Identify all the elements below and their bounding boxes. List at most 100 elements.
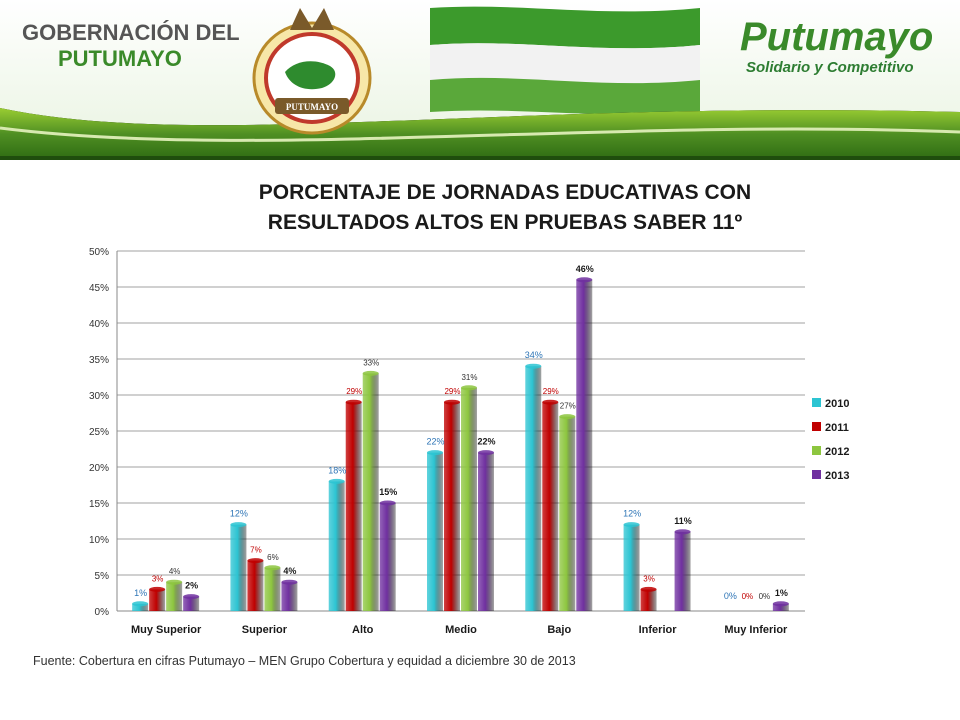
source-note: Fuente: Cobertura en cifras Putumayo – M… — [33, 654, 576, 668]
legend-label: 2012 — [825, 446, 849, 458]
legend-label: 2011 — [825, 422, 849, 434]
y-tick-label: 50% — [89, 247, 109, 258]
data-label: 34% — [525, 350, 543, 360]
flag-graphic — [430, 6, 700, 115]
x-tick-label: Bajo — [547, 624, 571, 636]
data-label: 1% — [134, 588, 147, 598]
y-tick-label: 15% — [89, 499, 109, 510]
bar-cap-2012 — [264, 565, 281, 571]
gov-line2: PUTUMAYO — [58, 46, 182, 71]
bar-2010 — [132, 603, 149, 611]
bar-2011 — [640, 589, 657, 611]
legend-label: 2010 — [825, 398, 849, 410]
data-label: 0% — [759, 592, 771, 601]
chart-title-line2: RESULTADOS ALTOS EN PRUEBAS SABER 11º — [267, 211, 743, 234]
data-label: 29% — [346, 387, 362, 396]
bar-2011 — [149, 589, 166, 611]
bar-cap-2010 — [230, 522, 247, 528]
bar-2010 — [427, 452, 443, 611]
y-tick-label: 30% — [89, 391, 109, 402]
y-tick-label: 0% — [95, 607, 110, 618]
y-tick-label: 35% — [89, 355, 109, 366]
bar-cap-2011 — [247, 558, 264, 564]
legend-label: 2013 — [825, 470, 849, 482]
bar-cap-2012 — [362, 370, 379, 376]
data-label: 46% — [576, 264, 594, 274]
bar-2012 — [461, 387, 477, 611]
data-label: 2% — [185, 581, 198, 591]
bar-2011 — [247, 560, 264, 611]
y-tick-label: 5% — [95, 571, 110, 582]
bar-2010 — [623, 524, 640, 611]
chart-title: PORCENTAJE DE JORNADAS EDUCATIVAS CON RE… — [100, 178, 910, 238]
legend-swatch-2012 — [812, 446, 821, 455]
y-tick-label: 10% — [89, 535, 109, 546]
x-tick-label: Medio — [445, 624, 477, 636]
bar-cap-2010 — [525, 363, 542, 369]
bar-cap-2013 — [281, 579, 298, 585]
data-label: 12% — [623, 509, 641, 519]
y-tick-label: 25% — [89, 427, 109, 438]
bar-cap-2013 — [674, 529, 691, 535]
data-label: 31% — [461, 373, 477, 382]
legend: 2010 2011 2012 2013 — [812, 398, 849, 482]
bar-2011 — [345, 402, 362, 611]
bar-2012 — [264, 567, 281, 611]
data-label: 27% — [560, 402, 576, 411]
bar-2013 — [183, 596, 200, 611]
bar-2011 — [542, 402, 559, 611]
data-label: 1% — [775, 588, 788, 598]
x-tick-label: Superior — [242, 624, 288, 636]
data-label: 33% — [363, 358, 379, 367]
bar-2013 — [576, 279, 593, 611]
bar-cap-2010 — [328, 478, 345, 484]
bars — [132, 277, 789, 611]
data-label: 22% — [477, 437, 495, 447]
data-label: 18% — [328, 465, 346, 475]
bar-cap-2011 — [345, 399, 362, 405]
bar-2011 — [444, 402, 460, 611]
data-label: 4% — [169, 567, 181, 576]
data-label: 3% — [152, 574, 164, 583]
y-tick-label: 40% — [89, 319, 109, 330]
crest-emblem: PUTUMAYO — [252, 8, 372, 135]
bar-2013 — [379, 503, 396, 611]
page-header-banner: GOBERNACIÓN DEL PUTUMAYO PUTUMAYO Putuma… — [0, 0, 960, 160]
bar-cap-2013 — [183, 594, 200, 600]
data-label: 0% — [724, 591, 737, 601]
bar-cap-2012 — [461, 385, 477, 391]
data-label: 3% — [643, 574, 655, 583]
bar-cap-2011 — [444, 399, 460, 405]
bar-2010 — [328, 481, 345, 611]
x-tick-label: Alto — [352, 624, 374, 636]
bar-cap-2011 — [149, 586, 166, 592]
bar-2010 — [230, 524, 247, 611]
bar-2012 — [559, 416, 576, 611]
bar-2013 — [674, 531, 691, 611]
bar-cap-2013 — [478, 450, 494, 456]
bar-2010 — [525, 366, 542, 611]
data-label: 0% — [742, 592, 754, 601]
bar-cap-2010 — [427, 450, 443, 456]
bar-cap-2012 — [166, 579, 183, 585]
data-label: 4% — [283, 566, 296, 576]
data-label: 22% — [426, 437, 444, 447]
bar-2012 — [362, 373, 379, 611]
bar-cap-2011 — [640, 586, 657, 592]
bar-2013 — [281, 582, 298, 611]
bar-cap-2011 — [542, 399, 559, 405]
chart-title-line1: PORCENTAJE DE JORNADAS EDUCATIVAS CON — [258, 181, 752, 204]
brand-name: Putumayo — [740, 15, 933, 59]
y-tick-label: 45% — [89, 283, 109, 294]
data-label: 7% — [250, 546, 262, 555]
bar-cap-2013 — [576, 277, 593, 283]
y-tick-label: 20% — [89, 463, 109, 474]
crest-label: PUTUMAYO — [286, 102, 338, 112]
axes: 0% 5% 10% 15% 20% 25% 30% 35% 40% 45% 50% Muy Super… — [89, 247, 788, 636]
bar-cap-2010 — [623, 522, 640, 528]
legend-swatch-2013 — [812, 470, 821, 479]
bar-2013 — [478, 452, 494, 611]
legend-swatch-2011 — [812, 422, 821, 431]
x-tick-label: Inferior — [639, 624, 678, 636]
